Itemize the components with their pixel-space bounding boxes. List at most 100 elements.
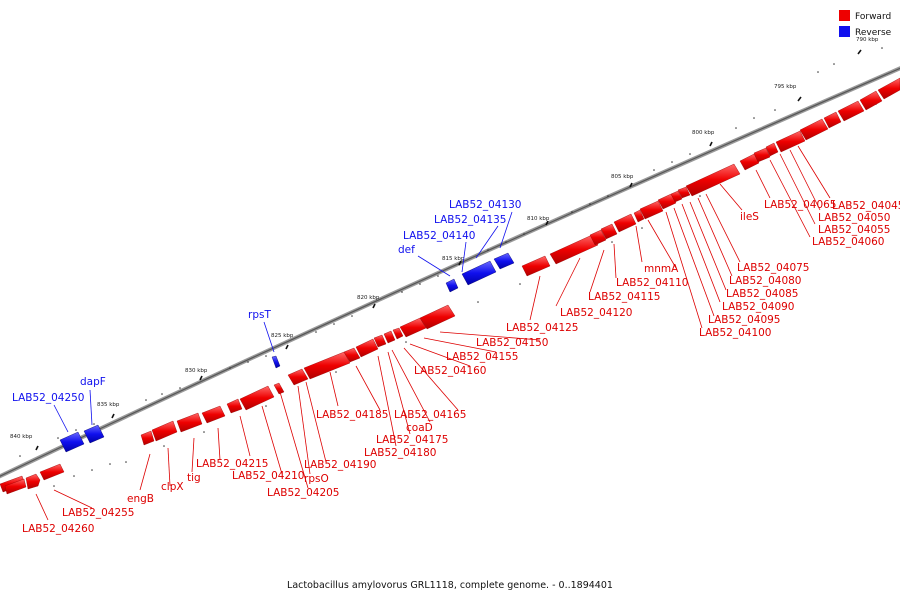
gene-label[interactable]: LAB52_04150: [476, 337, 549, 349]
gene-label[interactable]: LAB52_04090: [722, 301, 795, 313]
gene-label[interactable]: LAB52_04065: [764, 199, 837, 211]
gene-arrow-forward: [140, 430, 155, 446]
gene-label[interactable]: ileS: [740, 211, 759, 223]
gene-label[interactable]: LAB52_04135: [434, 214, 507, 226]
gene-label[interactable]: LAB52_04255: [62, 507, 135, 519]
gene-arrow-forward: [670, 190, 683, 203]
gene-label[interactable]: coaD: [406, 422, 433, 434]
gene-label[interactable]: LAB52_04155: [446, 351, 519, 363]
gene-label[interactable]: LAB52_04055: [818, 224, 891, 236]
tick-label: 810 kbp: [527, 216, 550, 222]
gene-arrow-forward: [739, 153, 760, 171]
gene-label[interactable]: LAB52_04260: [22, 523, 95, 535]
gene-arrow-forward: [633, 209, 645, 223]
gene-arrow-forward: [419, 304, 456, 330]
gene-label[interactable]: LAB52_04165: [394, 409, 467, 421]
gene-label[interactable]: tig: [187, 472, 201, 484]
scale-tick-labels: 790 kbp 795 kbp 800 kbp 805 kbp 810 kbp …: [10, 37, 879, 440]
gene-label[interactable]: LAB52_04210: [232, 470, 305, 482]
gene-arrow-forward: [25, 473, 41, 490]
gene-arrow-forward: [399, 317, 427, 338]
reverse-genes: [59, 252, 515, 453]
gene-label[interactable]: mnmA: [644, 263, 679, 275]
gene-arrow-forward: [799, 118, 829, 141]
gene-label[interactable]: LAB52_04085: [726, 288, 799, 300]
gene-label[interactable]: dapF: [80, 376, 106, 388]
legend-swatch-reverse: [839, 26, 850, 37]
gene-label[interactable]: clpX: [161, 481, 184, 493]
forward-gene-labels: LAB52_04045 LAB52_04050 LAB52_04055 LAB5…: [22, 199, 900, 535]
legend-label-forward: Forward: [855, 12, 891, 22]
gene-arrow-reverse: [445, 278, 459, 293]
gene-arrow-forward: [355, 338, 379, 358]
gene-label[interactable]: LAB52_04110: [616, 277, 689, 289]
gene-label[interactable]: LAB52_04190: [304, 459, 377, 471]
tick-label: 805 kbp: [611, 174, 634, 180]
gene-label[interactable]: LAB52_04095: [708, 314, 781, 326]
gene-label[interactable]: LAB52_04120: [560, 307, 633, 319]
gene-label[interactable]: engB: [127, 493, 154, 505]
gene-arrow-forward: [151, 420, 178, 442]
leader-lines: [35, 145, 831, 521]
gene-label[interactable]: LAB52_04080: [729, 275, 802, 287]
legend: Forward Reverse: [839, 10, 892, 38]
gene-label[interactable]: LAB52_04175: [376, 434, 449, 446]
gene-arrow-forward: [383, 330, 396, 344]
gene-arrow-forward: [521, 255, 551, 277]
tick-label: 790 kbp: [856, 37, 879, 43]
gene-arrow-forward: [287, 368, 309, 386]
gene-arrow-forward: [677, 186, 691, 199]
gene-arrow-reverse: [59, 431, 85, 453]
gene-label[interactable]: LAB52_04185: [316, 409, 389, 421]
gene-label[interactable]: LAB52_04060: [812, 236, 885, 248]
gene-label[interactable]: LAB52_04050: [818, 212, 891, 224]
scale-ticks: [19, 47, 883, 487]
gene-arrow-reverse: [83, 424, 105, 444]
gene-label[interactable]: rpsO: [304, 473, 329, 485]
gene-label[interactable]: LAB52_04045: [832, 200, 900, 212]
gene-arrow-reverse: [493, 252, 515, 270]
gene-arrow-forward: [837, 100, 865, 122]
gene-label[interactable]: LAB52_04215: [196, 458, 269, 470]
tick-label: 825 kbp: [271, 333, 294, 339]
genome-backbone: [0, 66, 900, 479]
tick-label: 835 kbp: [97, 402, 120, 408]
gene-arrow-forward: [685, 163, 741, 197]
gene-arrow-reverse: [461, 260, 497, 286]
gene-label[interactable]: LAB52_04130: [449, 199, 522, 211]
gene-arrow-forward: [549, 234, 599, 265]
gene-label[interactable]: LAB52_04100: [699, 327, 772, 339]
reverse-gene-labels: LAB52_04130 LAB52_04135 LAB52_04140 def …: [12, 199, 522, 404]
gene-label[interactable]: LAB52_04250: [12, 392, 85, 404]
gene-arrow-forward: [226, 398, 243, 414]
gene-label[interactable]: LAB52_04115: [588, 291, 661, 303]
gene-arrow-forward: [392, 327, 404, 340]
gene-arrow-forward: [273, 382, 285, 395]
gene-label[interactable]: LAB52_04075: [737, 262, 810, 274]
gene-arrow-forward: [600, 223, 618, 240]
gene-arrow-forward: [201, 405, 226, 424]
gene-label[interactable]: def: [398, 244, 415, 256]
gene-arrow-forward: [639, 200, 664, 220]
gene-arrow-forward: [589, 229, 607, 246]
tick-label: 820 kbp: [357, 295, 380, 301]
gene-label[interactable]: LAB52_04205: [267, 487, 340, 499]
gene-label[interactable]: LAB52_04180: [364, 447, 437, 459]
gene-arrow-forward: [176, 412, 203, 433]
gene-arrow-forward: [613, 213, 637, 233]
tick-label: 815 kbp: [442, 256, 465, 262]
gene-arrow-forward: [343, 347, 361, 363]
tick-label: 795 kbp: [774, 84, 797, 90]
gene-label[interactable]: LAB52_04160: [414, 365, 487, 377]
tick-label: 840 kbp: [10, 434, 33, 440]
gene-arrow-forward: [303, 351, 351, 380]
gene-arrow-forward: [753, 147, 771, 163]
legend-label-reverse: Reverse: [855, 28, 892, 38]
legend-swatch-forward: [839, 10, 850, 21]
gene-label[interactable]: rpsT: [248, 309, 271, 321]
gene-arrow-forward: [39, 463, 65, 481]
gene-arrow-reverse: [271, 355, 281, 369]
gene-label[interactable]: LAB52_04125: [506, 322, 579, 334]
gene-label[interactable]: LAB52_04140: [403, 230, 476, 242]
